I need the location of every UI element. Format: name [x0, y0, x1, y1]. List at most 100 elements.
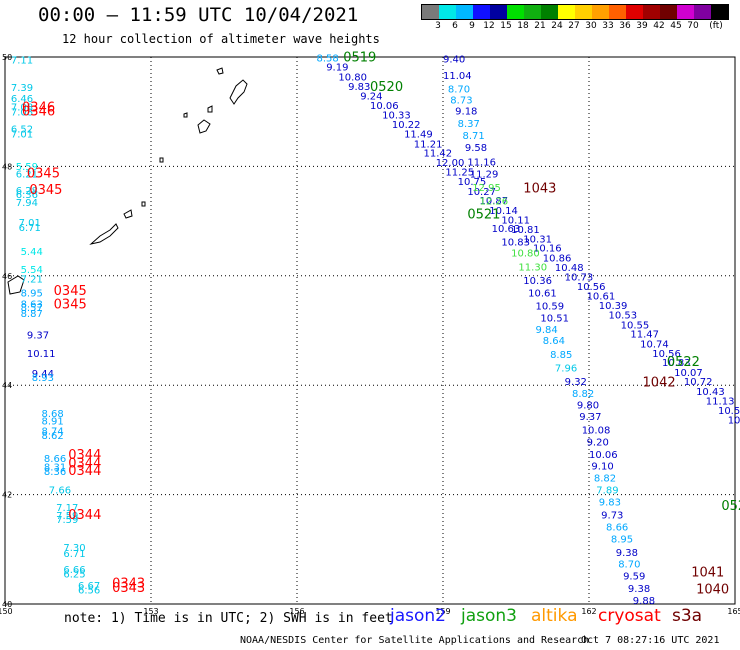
pass-time-label: 1041 — [691, 566, 724, 581]
island-outline — [7, 275, 25, 295]
wave-height-value: 10.83 — [662, 358, 691, 369]
wave-height-value: 7.94 — [16, 198, 38, 209]
wave-height-value: 9.83 — [348, 82, 370, 93]
wave-height-value: 6.21 — [16, 169, 38, 180]
satellite-legend-s3a: s3a — [672, 606, 703, 626]
wave-height-value: 10.08 — [582, 425, 611, 436]
color-swatch — [609, 5, 626, 19]
pass-time-label: 1040 — [696, 583, 729, 598]
wave-height-value: 12.00 — [436, 158, 465, 169]
wave-height-value: 10.36 — [523, 276, 552, 287]
wave-height-value: 6.46 — [11, 94, 33, 105]
wave-height-value: 9.24 — [360, 92, 382, 103]
wave-height-value: 9.38 — [628, 584, 650, 595]
pass-time-label: 0345 — [29, 183, 62, 198]
wave-height-value: 11.21 — [414, 139, 443, 150]
wave-height-value: 9.32 — [565, 377, 587, 388]
color-legend-label: 21 — [534, 21, 546, 31]
color-swatch — [558, 5, 575, 19]
wave-height-value: 9.20 — [587, 437, 609, 448]
axis-tick-labels: 150 153 156 159 162 165 50 48 46 44 42 40 — [0, 53, 740, 616]
wave-height-value: 6.67 — [78, 581, 100, 592]
wave-height-value: 8.66 — [606, 523, 628, 534]
color-legend-label: 42 — [653, 21, 665, 31]
wave-height-value: 9.58 — [465, 143, 487, 154]
color-legend: 3 6 9 12 15 18 21 24 27 30 33 36 39 42 45 70 (ft) — [421, 4, 729, 32]
wave-height-value: 10.52 — [718, 406, 740, 417]
wave-height-value: 6.25 — [63, 570, 85, 581]
wave-height-value: 11.29 — [470, 169, 499, 180]
wave-height-value: 11.13 — [706, 396, 735, 407]
wave-height-value: 7.66 — [49, 486, 71, 497]
wave-height-value: 9.38 — [616, 548, 638, 559]
lat-tick-label: 42 — [2, 491, 12, 500]
wave-height-value: 9.83 — [599, 498, 621, 509]
color-swatch — [490, 5, 507, 19]
wave-height-value: 8.64 — [543, 336, 565, 347]
color-legend-label: 70 — [687, 21, 699, 31]
wave-height-value: 8.31 — [44, 463, 66, 474]
wave-height-value: 10.75 — [458, 177, 487, 188]
wave-height-value: 10.55 — [621, 320, 650, 331]
pass-time-label: 0345 — [27, 166, 60, 181]
wave-height-value: 10.53 — [608, 310, 637, 321]
satellite-legend-altika: altika — [531, 606, 578, 626]
lat-tick-label: 50 — [2, 53, 12, 62]
wave-height-value: 11.16 — [467, 157, 496, 168]
pass-time-label: 0346 — [22, 105, 55, 120]
wave-height-value: 10.59 — [535, 302, 564, 313]
color-legend-label: 9 — [469, 21, 475, 31]
wave-height-value: 11.47 — [630, 330, 659, 341]
wave-height-value: 9.44 — [32, 369, 54, 380]
wave-height-value: 10.11 — [27, 349, 56, 360]
pass-time-label: 0521 — [467, 207, 500, 222]
wave-height-value: 5.44 — [21, 247, 43, 258]
wave-height-value: 9.80 — [577, 401, 599, 412]
color-legend-labels: 3 6 9 12 15 18 21 24 27 30 33 36 39 42 45 70 (ft) — [421, 20, 729, 32]
wave-height-value: 8.73 — [450, 95, 472, 106]
wave-height-value: 10.14 — [489, 206, 518, 217]
island-outline — [216, 67, 224, 75]
wave-height-value: 8.93 — [32, 373, 54, 384]
color-swatch — [626, 5, 643, 19]
wave-height-value: 10.39 — [599, 301, 628, 312]
color-legend-label: 30 — [585, 21, 597, 31]
color-swatch — [694, 5, 711, 19]
wave-height-value: 7.59 — [56, 511, 78, 522]
color-legend-label: 12 — [483, 21, 495, 31]
wave-height-value: 8.85 — [550, 350, 572, 361]
wave-height-value: 10.61 — [528, 289, 557, 300]
wave-height-value: 10.73 — [565, 273, 594, 284]
wave-height-value: 10.63 — [492, 224, 521, 235]
wave-height-value: 6.36 — [16, 190, 38, 201]
wave-height-value: 10.07 — [674, 368, 703, 379]
wave-height-value: 8.68 — [42, 409, 64, 420]
wave-height-value: 12.95 — [472, 183, 501, 194]
wave-height-value: 7.59 — [56, 515, 78, 526]
island-outline — [141, 201, 146, 207]
footer-timestamp: Oct 7 08:27:16 UTC 2021 — [581, 635, 720, 646]
wave-height-value: 10.16 — [533, 244, 562, 255]
wave-height-value: 6.71 — [19, 223, 41, 234]
color-swatch — [507, 5, 524, 19]
wave-height-value: 5.54 — [21, 265, 43, 276]
color-legend-label: 18 — [517, 21, 529, 31]
pass-time-label: 0522 — [667, 355, 700, 370]
color-swatch — [643, 5, 660, 19]
wave-height-value: 8.57 — [21, 303, 43, 314]
wave-height-value: 10.87 — [480, 196, 509, 207]
satellite-legend-jason2: jason2 — [390, 606, 446, 626]
wave-height-value: 10.22 — [392, 120, 421, 131]
wave-height-value: 7.89 — [596, 486, 618, 497]
island-outline — [183, 112, 188, 118]
color-swatch — [660, 5, 677, 19]
wave-height-value: 7.17 — [56, 503, 78, 514]
color-swatch — [524, 5, 541, 19]
wave-height-value: 9.84 — [535, 325, 557, 336]
wave-height-value: 10.51 — [540, 314, 569, 325]
wave-height-value: 7.30 — [63, 543, 85, 554]
lat-tick-label: 48 — [2, 162, 12, 171]
lon-tick-label: 150 — [0, 607, 13, 616]
wave-height-value: 9.18 — [455, 106, 477, 117]
wave-height-value: 8.58 — [316, 53, 338, 64]
